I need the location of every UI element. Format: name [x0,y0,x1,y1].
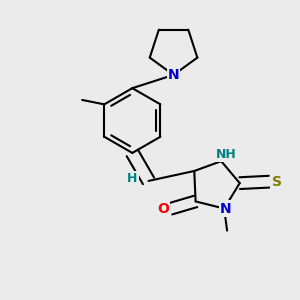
Text: N: N [168,68,179,82]
Text: O: O [157,202,169,216]
Text: NH: NH [216,148,237,161]
Text: S: S [272,175,281,189]
Text: N: N [220,202,231,215]
Text: H: H [127,172,137,185]
